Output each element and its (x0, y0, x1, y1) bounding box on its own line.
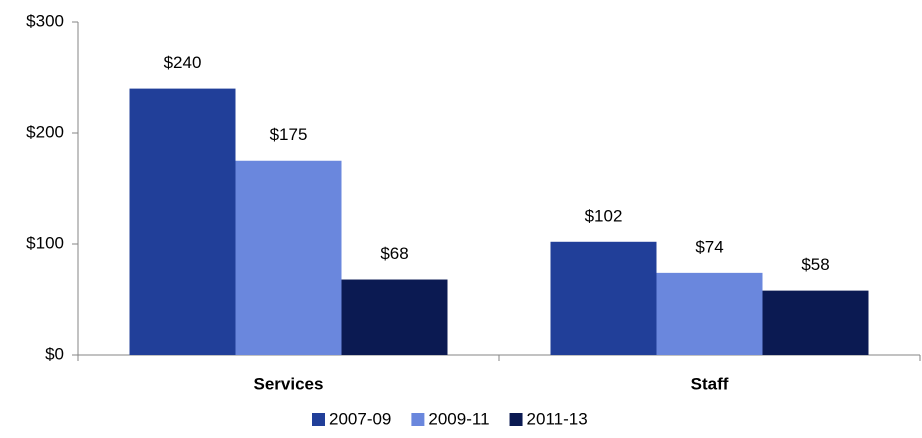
legend-label: 2009-11 (428, 409, 489, 428)
data-label: $68 (380, 244, 408, 263)
y-tick-label: $0 (45, 344, 64, 363)
data-label: $58 (801, 255, 829, 274)
bar (656, 272, 763, 355)
y-tick-label: $300 (26, 11, 64, 30)
legend-swatch (411, 413, 425, 426)
y-tick-label: $200 (26, 122, 64, 141)
bar (235, 160, 342, 355)
legend-swatch (312, 413, 325, 426)
data-label: $175 (270, 125, 308, 144)
x-tick-label: Services (254, 374, 324, 393)
data-label: $102 (585, 206, 623, 225)
bar (341, 279, 448, 355)
bar (762, 290, 869, 355)
data-label: $240 (164, 53, 202, 72)
legend-label: 2007-09 (329, 409, 391, 428)
y-tick-label: $100 (26, 233, 64, 252)
bar (129, 88, 236, 355)
bar (550, 241, 657, 355)
legend-label: 2011-13 (527, 409, 588, 428)
x-tick-label: Staff (691, 374, 729, 393)
data-label: $74 (695, 237, 723, 256)
legend-swatch (509, 413, 523, 426)
